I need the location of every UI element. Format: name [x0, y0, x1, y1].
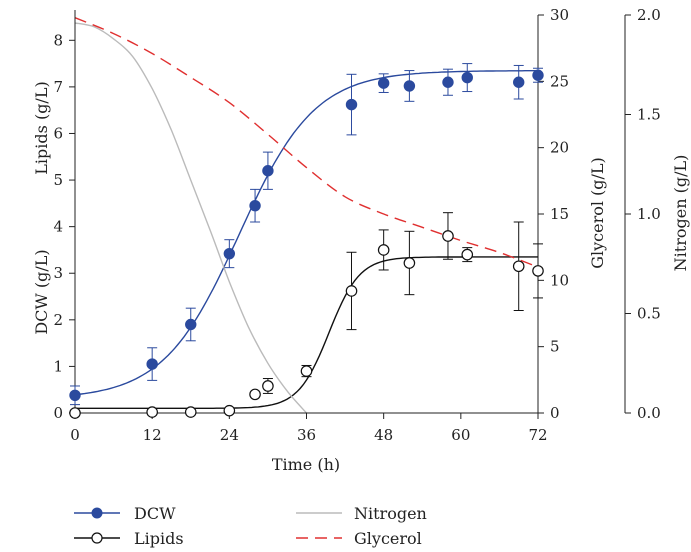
left-y-tick-label: 2	[53, 311, 63, 329]
dcw-point	[345, 98, 358, 111]
x-tick-label: 72	[528, 426, 547, 444]
lipids-point	[249, 388, 261, 401]
lipids-point	[262, 380, 274, 392]
dcw-point	[185, 318, 197, 331]
left-y-tick-label: 8	[53, 31, 63, 49]
glycerol-tick-label: 25	[550, 72, 569, 90]
x-axis-title: Time (h)	[272, 455, 340, 474]
glycerol-tick-label: 30	[550, 6, 569, 24]
legend-label-lipids: Lipids	[134, 529, 184, 548]
nitrogen-tick-label: 1.0	[637, 205, 661, 223]
dcw-fit-line	[74, 70, 538, 396]
dcw-point	[249, 199, 261, 212]
x-tick-label: 36	[297, 426, 316, 444]
legend-label-glycerol: Glycerol	[354, 529, 422, 548]
lipids-point	[377, 244, 390, 256]
dcw-point	[442, 76, 454, 88]
x-tick-label: 48	[374, 426, 393, 444]
nitrogen-tick-label: 2.0	[637, 6, 661, 24]
legend-marker-dcw	[91, 507, 103, 519]
left-y-tick-label: 0	[53, 404, 63, 422]
lipids-point	[69, 407, 81, 419]
lipids-point	[300, 365, 313, 377]
left-y-tick-label: 7	[53, 78, 63, 96]
dcw-point	[403, 80, 416, 92]
legend-label-dcw: DCW	[134, 504, 176, 523]
dcw-point	[262, 165, 274, 177]
nitrogen-axis-title: Nitrogen (g/L)	[671, 155, 690, 272]
x-tick-label: 24	[220, 426, 239, 444]
dcw-point	[377, 77, 390, 89]
nitrogen-tick-label: 1.5	[637, 106, 661, 124]
nitrogen-tick-label: 0.0	[637, 404, 661, 422]
left-y-tick-label: 4	[53, 218, 63, 236]
dcw-point	[461, 71, 473, 84]
lipids-point	[442, 230, 454, 242]
legend-marker-lipids	[91, 532, 103, 544]
x-tick-label: 0	[70, 426, 80, 444]
dcw-point	[223, 247, 236, 260]
lipids-point	[184, 406, 197, 418]
left-axis-title-dcw: DCW (g/L)	[32, 249, 51, 334]
glycerol-tick-label: 0	[550, 404, 560, 422]
nitrogen-tick-label: 0.5	[637, 305, 661, 323]
left-y-tick-label: 6	[53, 124, 63, 142]
data-point-layer	[69, 63, 544, 419]
dcw-point	[146, 358, 158, 370]
left-y-tick-label: 3	[53, 264, 63, 282]
legend-label-nitrogen: Nitrogen	[354, 504, 427, 523]
glycerol-tick-label: 5	[550, 338, 560, 356]
lipids-point	[403, 257, 416, 269]
axis-layer: 0 12 24 36 48 60 720123456780510152025300.00.5…	[53, 6, 660, 444]
x-tick-label: 60	[451, 426, 470, 444]
dcw-point	[532, 69, 544, 81]
nitrogen-line	[74, 22, 308, 414]
dcw-point	[513, 76, 525, 88]
lipids-point	[532, 265, 544, 277]
lipids-fit-line	[75, 256, 538, 409]
glycerol-axis-title: Glycerol (g/L)	[588, 157, 607, 269]
lipids-point	[223, 404, 236, 417]
legend: DCW Nitrogen Lipids Glycerol	[74, 504, 427, 548]
left-y-tick-label: 1	[53, 357, 63, 375]
left-y-tick-label: 5	[53, 171, 63, 189]
x-tick-label: 12	[143, 426, 162, 444]
lipids-point	[146, 406, 158, 418]
lipids-point	[461, 248, 474, 261]
glycerol-tick-label: 10	[550, 271, 569, 289]
glycerol-tick-label: 15	[550, 205, 569, 223]
lipids-point	[345, 285, 358, 297]
dcw-point	[69, 389, 81, 401]
glycerol-line	[74, 17, 539, 268]
lipids-point	[512, 260, 525, 273]
glycerol-tick-label: 20	[550, 139, 569, 157]
left-axis-title-lipids: Lipids (g/L)	[32, 81, 51, 174]
